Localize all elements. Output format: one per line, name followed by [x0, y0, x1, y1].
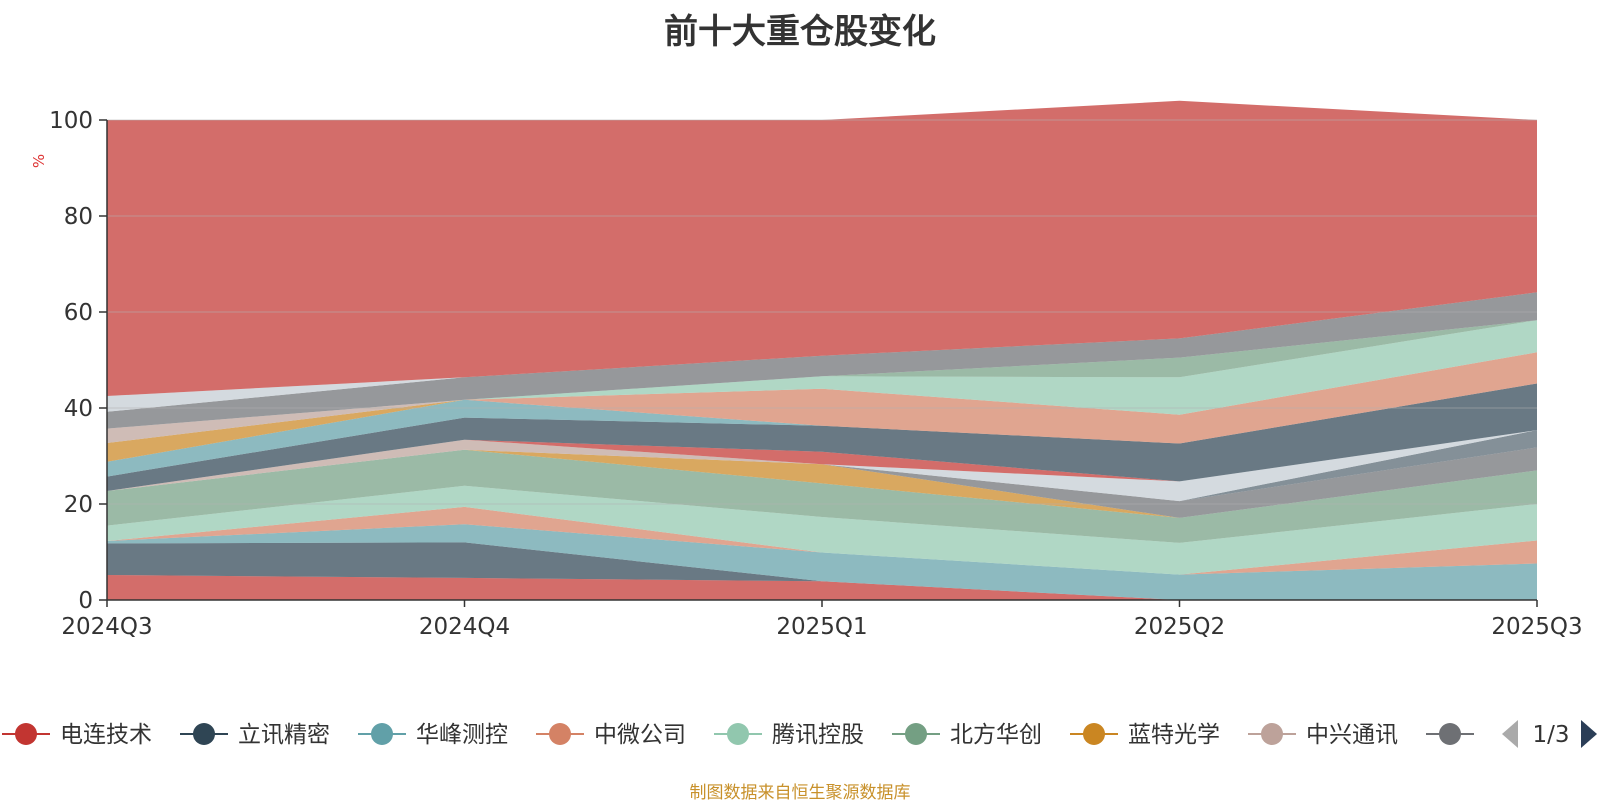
area-series-3[interactable]: [107, 506, 1537, 575]
legend-marker-icon: [727, 723, 749, 745]
axes: 0 20 40 60 80 100 2024Q3 2024Q4 2025Q1 2025Q2 2025…: [49, 108, 1583, 640]
legend-marker-icon: [1439, 723, 1461, 745]
legend-item[interactable]: [1426, 723, 1474, 745]
legend-label: 中兴通讯: [1306, 722, 1398, 748]
legend-item[interactable]: 电连技术: [2, 722, 152, 748]
legend-marker-icon: [15, 723, 37, 745]
legend-label: 蓝特光学: [1128, 722, 1220, 748]
legend-item[interactable]: 中微公司: [536, 722, 686, 748]
source-note: 制图数据来自恒生聚源数据库: [689, 783, 911, 803]
area-series-11[interactable]: [107, 430, 1537, 491]
legend-label: 中微公司: [594, 722, 686, 748]
legend-marker-icon: [371, 723, 393, 745]
area-series-2[interactable]: [107, 524, 1537, 600]
legend-page-indicator: 1/3: [1532, 722, 1569, 748]
area-series-19[interactable]: [107, 292, 1537, 429]
legend-marker-icon: [1261, 723, 1283, 745]
x-tick-label: 2025Q1: [776, 614, 867, 640]
legend-item[interactable]: 北方华创: [892, 722, 1042, 748]
y-tick-label: 80: [64, 204, 93, 230]
area-series-4[interactable]: [107, 485, 1537, 575]
legend-next-page-icon[interactable]: [1581, 720, 1597, 748]
legend-marker-icon: [549, 723, 571, 745]
legend-marker-icon: [193, 723, 215, 745]
legend-item[interactable]: 腾讯控股: [714, 722, 864, 748]
area-series[interactable]: [107, 100, 1537, 601]
y-tick-label: 20: [64, 492, 93, 518]
x-tick-label: 2025Q2: [1134, 614, 1225, 640]
area-series-10[interactable]: [107, 430, 1537, 502]
area-series-13[interactable]: [107, 383, 1537, 477]
legend-item[interactable]: 中兴通讯: [1248, 722, 1398, 748]
y-tick-label: 0: [78, 588, 93, 614]
legend-marker-icon: [905, 723, 927, 745]
area-series-5[interactable]: [107, 449, 1537, 543]
legend-label: 华峰测控: [416, 722, 508, 748]
x-tick-label: 2025Q3: [1491, 614, 1582, 640]
area-series-14[interactable]: [107, 352, 1537, 462]
legend-label: 北方华创: [950, 722, 1042, 748]
legend-item[interactable]: 立讯精密: [180, 722, 330, 748]
x-tick-label: 2024Q3: [61, 614, 152, 640]
area-series-12[interactable]: [107, 383, 1537, 492]
legend-label: 电连技术: [60, 722, 152, 748]
area-series-1[interactable]: [107, 542, 1537, 600]
area-series-0[interactable]: [107, 575, 1537, 600]
legend-item[interactable]: 华峰测控: [358, 722, 508, 748]
area-series-21[interactable]: [107, 100, 1537, 397]
legend-label: 立讯精密: [238, 722, 330, 748]
x-tick-label: 2024Q4: [419, 614, 510, 640]
area-series-17[interactable]: [107, 320, 1537, 429]
legend-label: 腾讯控股: [772, 722, 864, 748]
y-tick-label: 40: [64, 396, 93, 422]
y-tick-label: 60: [64, 300, 93, 326]
legend-item[interactable]: 蓝特光学: [1070, 722, 1220, 748]
y-axis-unit: %: [30, 154, 48, 168]
chart-title: 前十大重仓股变化: [664, 12, 936, 52]
y-tick-label: 100: [49, 108, 93, 134]
legend[interactable]: 电连技术 立讯精密 华峰测控 中微公司 腾讯控股 北方华创 蓝特光学 中兴通讯: [2, 722, 1474, 748]
legend-marker-icon: [1083, 723, 1105, 745]
legend-prev-page-icon[interactable]: [1502, 720, 1518, 748]
